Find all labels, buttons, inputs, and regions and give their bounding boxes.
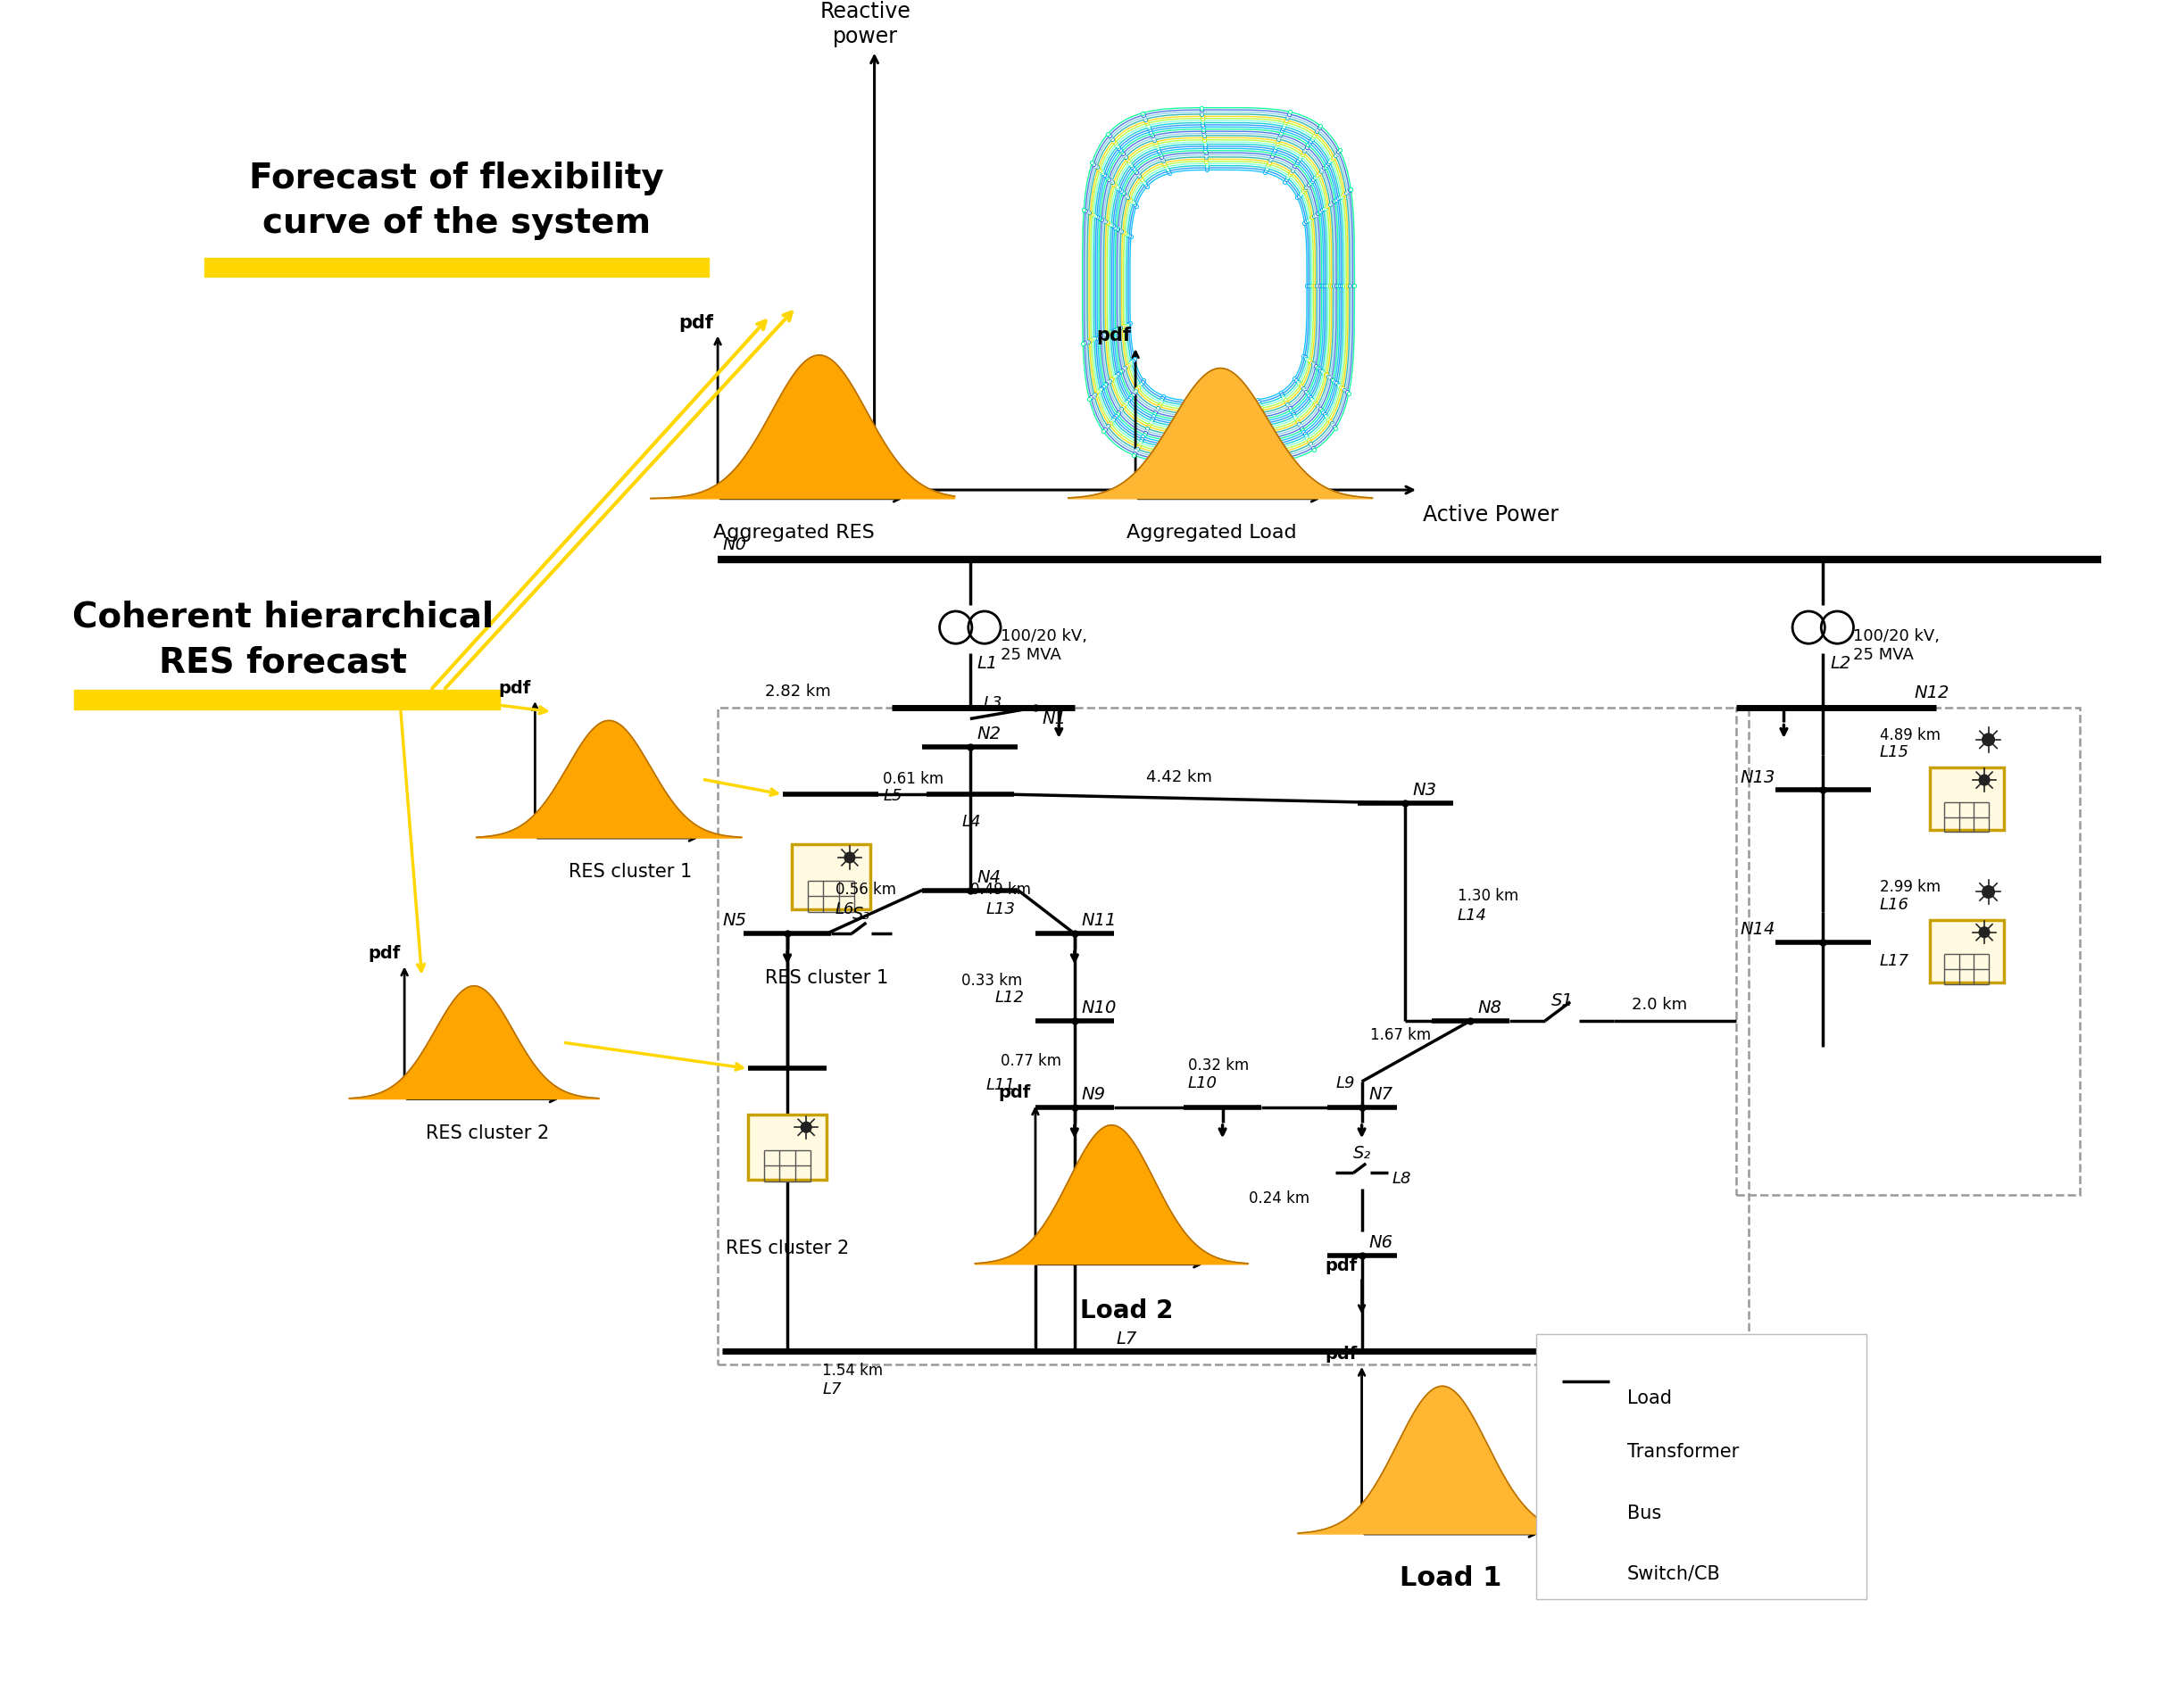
Text: Reactive
power: Reactive power	[821, 2, 910, 48]
Text: 4.89 km: 4.89 km	[1880, 726, 1941, 743]
Text: L17: L17	[1880, 953, 1910, 968]
Text: Aggregated Load: Aggregated Load	[1126, 524, 1296, 541]
Text: N3: N3	[1411, 782, 1435, 798]
Text: N2: N2	[978, 724, 1002, 741]
Text: L9: L9	[1335, 1074, 1355, 1091]
Circle shape	[1980, 775, 1989, 786]
Text: RES cluster 1: RES cluster 1	[764, 968, 889, 987]
Text: pdf: pdf	[1324, 1257, 1357, 1272]
Polygon shape	[348, 986, 599, 1100]
Text: L4: L4	[960, 813, 980, 830]
Text: L3: L3	[982, 695, 1002, 711]
Text: RES cluster 2: RES cluster 2	[425, 1124, 549, 1141]
Text: N8: N8	[1477, 999, 1501, 1016]
Text: N10: N10	[1082, 999, 1117, 1016]
Text: 100/20 kV,
25 MVA: 100/20 kV, 25 MVA	[1000, 629, 1087, 663]
Text: RES forecast: RES forecast	[159, 646, 407, 680]
Text: Load 2: Load 2	[1080, 1298, 1174, 1322]
Text: N7: N7	[1368, 1086, 1392, 1103]
Text: 0.32 km: 0.32 km	[1187, 1057, 1248, 1073]
Text: N12: N12	[1914, 685, 1949, 700]
Circle shape	[802, 1122, 812, 1132]
Text: 100/20 kV,
25 MVA: 100/20 kV, 25 MVA	[1853, 629, 1941, 663]
Text: 0.49 km: 0.49 km	[969, 881, 1030, 898]
Text: Active Power: Active Power	[1422, 504, 1559, 524]
Text: N5: N5	[723, 912, 747, 929]
Text: N0: N0	[723, 536, 747, 553]
Bar	[205, 258, 710, 278]
Text: L16: L16	[1880, 897, 1910, 912]
Text: L6: L6	[834, 900, 854, 917]
Text: Forecast of flexibility: Forecast of flexibility	[248, 161, 664, 195]
Text: S₂: S₂	[1353, 1144, 1370, 1161]
Text: 1.54 km: 1.54 km	[821, 1361, 882, 1378]
Text: 2.99 km: 2.99 km	[1880, 880, 1941, 895]
Text: pdf: pdf	[499, 680, 531, 697]
Text: RES cluster 2: RES cluster 2	[725, 1238, 849, 1257]
Text: Coherent hierarchical: Coherent hierarchical	[72, 600, 494, 634]
Text: S₃: S₃	[852, 905, 871, 922]
Text: N14: N14	[1740, 921, 1775, 938]
Circle shape	[845, 852, 856, 863]
Text: L14: L14	[1457, 907, 1488, 922]
Text: L10: L10	[1187, 1074, 1218, 1091]
Text: S1: S1	[1551, 992, 1573, 1009]
Text: 1.30 km: 1.30 km	[1457, 888, 1518, 904]
Text: Switch/CB: Switch/CB	[1627, 1565, 1721, 1582]
Text: Transformer: Transformer	[1627, 1443, 1738, 1460]
Text: pdf: pdf	[1324, 1344, 1357, 1361]
Bar	[74, 690, 501, 711]
Text: 1.67 km: 1.67 km	[1370, 1027, 1431, 1044]
Text: L5: L5	[882, 787, 902, 804]
Text: pdf: pdf	[1000, 1085, 1030, 1102]
Text: L1: L1	[978, 654, 998, 671]
FancyBboxPatch shape	[1535, 1334, 1867, 1599]
Text: N6: N6	[1368, 1233, 1392, 1250]
Polygon shape	[1067, 369, 1372, 499]
Text: L7: L7	[1117, 1331, 1137, 1346]
Text: L7: L7	[821, 1380, 841, 1397]
Text: L15: L15	[1880, 745, 1910, 760]
Text: 0.56 km: 0.56 km	[834, 881, 895, 898]
Text: N13: N13	[1740, 769, 1775, 786]
Circle shape	[1982, 886, 1995, 898]
Text: N1: N1	[1043, 711, 1067, 728]
Text: Load 1: Load 1	[1398, 1565, 1501, 1590]
Polygon shape	[477, 721, 741, 839]
Text: 2.82 km: 2.82 km	[764, 683, 830, 699]
Polygon shape	[1298, 1387, 1586, 1534]
FancyBboxPatch shape	[1930, 769, 2004, 830]
Polygon shape	[651, 355, 954, 499]
Text: L8: L8	[1392, 1170, 1411, 1187]
Circle shape	[1980, 927, 1989, 938]
Text: L13: L13	[987, 900, 1015, 917]
Text: 2.0 km: 2.0 km	[1631, 996, 1688, 1013]
Text: RES cluster 1: RES cluster 1	[568, 863, 693, 881]
Text: L11: L11	[987, 1076, 1015, 1093]
Text: pdf: pdf	[368, 945, 401, 962]
Text: 0.61 km: 0.61 km	[882, 770, 943, 786]
Text: N11: N11	[1082, 912, 1117, 929]
Text: Aggregated RES: Aggregated RES	[714, 524, 876, 541]
Text: Load: Load	[1627, 1389, 1673, 1406]
Text: curve of the system: curve of the system	[264, 207, 651, 241]
Text: L2: L2	[1830, 654, 1851, 671]
FancyBboxPatch shape	[749, 1115, 825, 1180]
Text: 4.42 km: 4.42 km	[1146, 769, 1211, 784]
Text: N4: N4	[978, 868, 1002, 885]
Text: 0.24 km: 0.24 km	[1248, 1190, 1309, 1206]
Text: L12: L12	[995, 989, 1024, 1006]
Text: 0.33 km: 0.33 km	[960, 972, 1021, 987]
Circle shape	[1982, 734, 1995, 746]
Polygon shape	[976, 1126, 1248, 1264]
Text: pdf: pdf	[680, 314, 714, 331]
FancyBboxPatch shape	[793, 845, 869, 910]
Text: Bus: Bus	[1627, 1503, 1662, 1522]
Text: N9: N9	[1082, 1086, 1106, 1103]
Text: 0.77 km: 0.77 km	[1000, 1052, 1061, 1069]
FancyBboxPatch shape	[1930, 921, 2004, 982]
Text: pdf: pdf	[1096, 326, 1130, 345]
